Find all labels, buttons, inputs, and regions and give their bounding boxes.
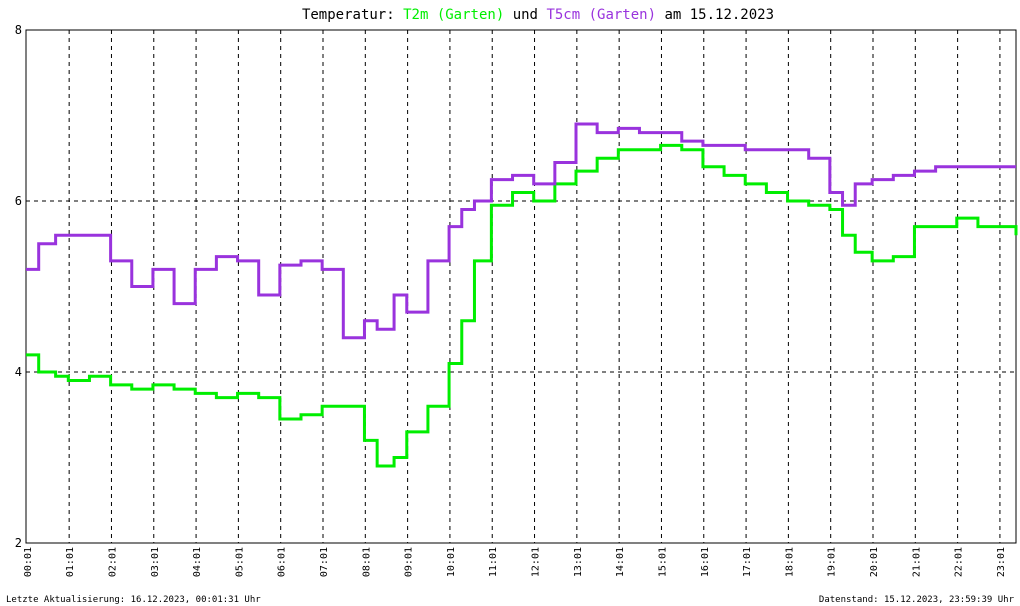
y-tick-label: 8 <box>15 23 22 37</box>
x-tick-label: 00:01 <box>23 547 34 577</box>
x-tick-label: 05:01 <box>234 547 245 577</box>
x-tick-label: 10:01 <box>446 547 457 577</box>
title-series: T2m (Garten) <box>403 7 504 23</box>
x-tick-label: 01:01 <box>65 547 76 577</box>
y-tick-label: 4 <box>15 365 22 379</box>
x-tick-label: 13:01 <box>573 547 584 577</box>
y-tick-label: 6 <box>15 194 22 208</box>
x-tick-label: 12:01 <box>531 547 542 577</box>
x-tick-label: 02:01 <box>107 547 118 577</box>
footer-right: Datenstand: 15.12.2023, 23:59:39 Uhr <box>819 595 1015 605</box>
x-tick-label: 04:01 <box>192 547 203 577</box>
x-tick-label: 15:01 <box>657 547 668 577</box>
x-tick-label: 11:01 <box>488 547 499 577</box>
y-tick-label: 2 <box>15 536 22 550</box>
x-tick-label: 06:01 <box>277 547 288 577</box>
title-series: T5cm (Garten) <box>546 7 656 23</box>
x-tick-label: 17:01 <box>742 547 753 577</box>
chart-title: Temperatur: T2m (Garten) und T5cm (Garte… <box>302 7 774 23</box>
x-tick-label: 16:01 <box>700 547 711 577</box>
x-tick-label: 23:01 <box>996 547 1007 577</box>
title-suffix: am 15.12.2023 <box>664 7 774 23</box>
plot-frame <box>25 29 1017 544</box>
x-tick-label: 20:01 <box>869 547 880 577</box>
x-tick-label: 09:01 <box>404 547 415 577</box>
footer-left: Letzte Aktualisierung: 16.12.2023, 00:01… <box>6 595 261 605</box>
x-tick-label: 08:01 <box>361 547 372 577</box>
x-tick-label: 18:01 <box>784 547 795 577</box>
title-prefix: Temperatur: <box>302 7 395 23</box>
x-tick-label: 03:01 <box>150 547 161 577</box>
series-line <box>26 122 1016 340</box>
x-tick-label: 19:01 <box>827 547 838 577</box>
title-connector: und <box>513 7 538 23</box>
series-line <box>26 143 1018 468</box>
x-tick-label: 07:01 <box>319 547 330 577</box>
x-tick-label: 22:01 <box>954 547 965 577</box>
x-tick-label: 21:01 <box>911 547 922 577</box>
x-tick-label: 14:01 <box>615 547 626 577</box>
